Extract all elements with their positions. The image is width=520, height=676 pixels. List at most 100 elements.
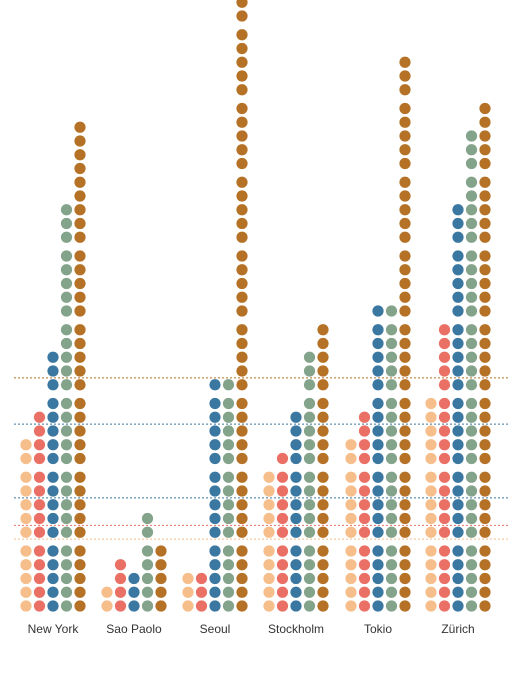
dot-brown bbox=[399, 277, 411, 290]
dot-peach bbox=[263, 572, 275, 585]
dot-brown bbox=[74, 471, 86, 483]
dot-brown bbox=[399, 485, 411, 497]
dot-brown bbox=[399, 56, 411, 68]
dot-peach bbox=[345, 559, 357, 571]
dot-coral bbox=[33, 600, 46, 612]
dot-brown bbox=[236, 600, 248, 612]
dot-sage bbox=[303, 351, 316, 363]
dot-blue bbox=[290, 572, 302, 585]
dot-brown bbox=[74, 545, 86, 557]
dot-coral bbox=[358, 545, 371, 557]
dot-coral bbox=[33, 411, 46, 423]
dot-sage bbox=[465, 499, 478, 511]
dot-sage bbox=[385, 559, 398, 571]
dot-sage bbox=[303, 379, 316, 391]
dot-sage bbox=[303, 452, 316, 465]
dot-peach bbox=[425, 499, 437, 511]
dot-peach bbox=[425, 559, 437, 571]
dot-coral bbox=[438, 586, 451, 598]
dot-peach bbox=[345, 439, 357, 451]
dot-peach bbox=[345, 600, 357, 612]
dot-coral bbox=[358, 512, 371, 525]
dot-brown bbox=[399, 231, 411, 243]
dot-blue bbox=[452, 204, 464, 216]
dot-blue bbox=[452, 365, 464, 377]
dot-brown bbox=[479, 337, 491, 350]
dot-sage bbox=[222, 499, 235, 511]
dot-brown bbox=[317, 526, 329, 538]
dot-blue bbox=[290, 471, 302, 483]
dot-brown bbox=[236, 471, 248, 483]
dot-sage bbox=[222, 411, 235, 423]
dot-brown bbox=[399, 324, 411, 336]
dot-brown bbox=[236, 0, 248, 8]
dot-peach bbox=[345, 586, 357, 598]
dot-brown bbox=[74, 231, 86, 243]
dot-blue bbox=[47, 365, 59, 377]
dot-blue bbox=[452, 485, 464, 497]
dot-sage bbox=[222, 512, 235, 525]
dot-brown bbox=[479, 190, 491, 202]
dot-coral bbox=[438, 452, 451, 465]
dot-brown bbox=[236, 586, 248, 598]
dot-coral bbox=[33, 471, 46, 483]
dot-peach bbox=[425, 397, 437, 410]
dot-blue bbox=[372, 425, 384, 437]
dot-sage bbox=[303, 439, 316, 451]
dot-brown bbox=[399, 157, 411, 170]
dot-coral bbox=[358, 425, 371, 437]
dot-blue bbox=[47, 379, 59, 391]
dot-brown bbox=[155, 545, 167, 557]
city-group bbox=[425, 102, 491, 612]
dot-sage bbox=[60, 204, 73, 216]
dot-sage bbox=[465, 250, 478, 262]
dot-brown bbox=[399, 452, 411, 465]
dot-sage bbox=[303, 397, 316, 410]
dot-sage bbox=[385, 411, 398, 423]
dot-brown bbox=[236, 157, 248, 170]
city-group bbox=[182, 0, 248, 612]
dot-coral bbox=[276, 471, 289, 483]
dot-brown bbox=[479, 102, 491, 115]
dot-blue bbox=[290, 600, 302, 612]
dot-coral bbox=[438, 351, 451, 363]
city-label: Zürich bbox=[441, 622, 474, 636]
dot-sage bbox=[385, 471, 398, 483]
dot-brown bbox=[399, 365, 411, 377]
dot-blue bbox=[372, 439, 384, 451]
dot-brown bbox=[74, 397, 86, 410]
dot-blue bbox=[452, 291, 464, 303]
dot-sage bbox=[222, 485, 235, 497]
dot-sage bbox=[465, 291, 478, 303]
dot-brown bbox=[236, 337, 248, 350]
dot-brown bbox=[399, 512, 411, 525]
dot-brown bbox=[479, 572, 491, 585]
dot-brown bbox=[479, 600, 491, 612]
city-label: Tokio bbox=[364, 622, 392, 636]
dot-coral bbox=[276, 526, 289, 538]
dot-sage bbox=[385, 379, 398, 391]
dot-blue bbox=[47, 397, 59, 410]
dot-blue bbox=[452, 526, 464, 538]
dot-peach bbox=[20, 526, 32, 538]
dot-brown bbox=[74, 586, 86, 598]
dot-brown bbox=[236, 130, 248, 142]
dot-sage bbox=[141, 586, 154, 598]
dot-brown bbox=[74, 135, 86, 147]
dot-sage bbox=[60, 485, 73, 497]
dot-brown bbox=[479, 305, 491, 317]
dot-brown bbox=[479, 439, 491, 451]
dot-peach bbox=[425, 572, 437, 585]
dot-brown bbox=[479, 324, 491, 336]
dot-brown bbox=[399, 116, 411, 128]
dot-coral bbox=[276, 512, 289, 525]
dot-sage bbox=[141, 512, 154, 525]
dot-brown bbox=[317, 572, 329, 585]
dot-peach bbox=[345, 452, 357, 465]
dot-brown bbox=[479, 130, 491, 142]
dot-brown bbox=[399, 425, 411, 437]
dot-brown bbox=[236, 70, 248, 82]
dot-blue bbox=[372, 586, 384, 598]
dot-brown bbox=[236, 572, 248, 585]
